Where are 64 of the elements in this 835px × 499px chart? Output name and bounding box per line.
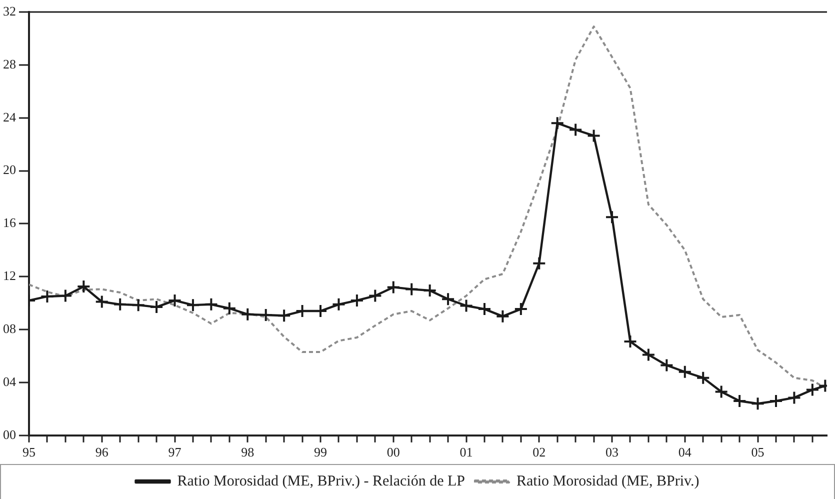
point — [186, 298, 200, 312]
point — [550, 116, 564, 130]
point — [477, 302, 492, 316]
point — [696, 370, 710, 385]
y-tick-label: 04 — [3, 374, 16, 389]
point — [678, 364, 692, 379]
point — [422, 284, 437, 298]
y-tick-label: 00 — [3, 426, 16, 442]
point — [441, 292, 456, 306]
point — [641, 348, 656, 362]
x-tick-label: 03 — [606, 444, 619, 460]
y-tick-label: 08 — [3, 320, 16, 336]
x-tick-label: 99 — [314, 444, 328, 460]
point — [350, 293, 364, 308]
point — [586, 128, 601, 143]
point — [332, 297, 346, 312]
x-tick-label: 04 — [678, 444, 692, 460]
y-tick-label: 28 — [3, 56, 16, 72]
point — [714, 384, 728, 399]
point — [750, 396, 765, 411]
point — [368, 288, 382, 303]
point — [514, 302, 528, 316]
x-tick-label: 97 — [168, 444, 182, 460]
x-tick-label: 98 — [241, 444, 254, 460]
point — [496, 309, 510, 324]
x-tick-label: 02 — [532, 444, 546, 460]
point — [240, 307, 255, 322]
line-series — [29, 26, 826, 389]
point — [386, 280, 400, 294]
point — [58, 288, 72, 303]
point — [222, 301, 236, 316]
point — [40, 289, 54, 304]
point — [568, 122, 583, 137]
y-tick-label: 24 — [3, 109, 16, 124]
y-tick-label: 32 — [3, 3, 16, 18]
x-tick-label: 96 — [95, 444, 109, 460]
legend-label: Ratio Morosidad (ME, BPriv.) - Relación de LP — [177, 473, 465, 490]
point — [258, 308, 273, 322]
point — [94, 294, 109, 309]
point — [787, 390, 802, 405]
point — [623, 334, 638, 348]
point — [168, 293, 182, 308]
x-tick-label: 95 — [22, 444, 36, 460]
point — [532, 256, 546, 270]
point — [150, 300, 164, 314]
x-tick-label: 05 — [751, 444, 764, 460]
x-tick-label: 01 — [460, 444, 473, 460]
point — [732, 394, 747, 408]
legend-label: Ratio Morosidad (ME, BPriv.) — [516, 473, 700, 490]
point — [131, 298, 146, 312]
point — [204, 297, 218, 312]
point — [404, 282, 419, 296]
y-tick-label: 16 — [3, 215, 16, 230]
y-tick-label: 20 — [3, 162, 16, 178]
y-tick-label: 12 — [3, 268, 16, 284]
point — [277, 308, 292, 323]
x-tick-label: 00 — [386, 444, 400, 460]
point — [660, 358, 674, 372]
point — [768, 394, 783, 408]
point — [805, 382, 820, 397]
point — [76, 280, 91, 294]
point — [605, 210, 620, 224]
point — [459, 298, 474, 313]
point — [113, 297, 128, 312]
